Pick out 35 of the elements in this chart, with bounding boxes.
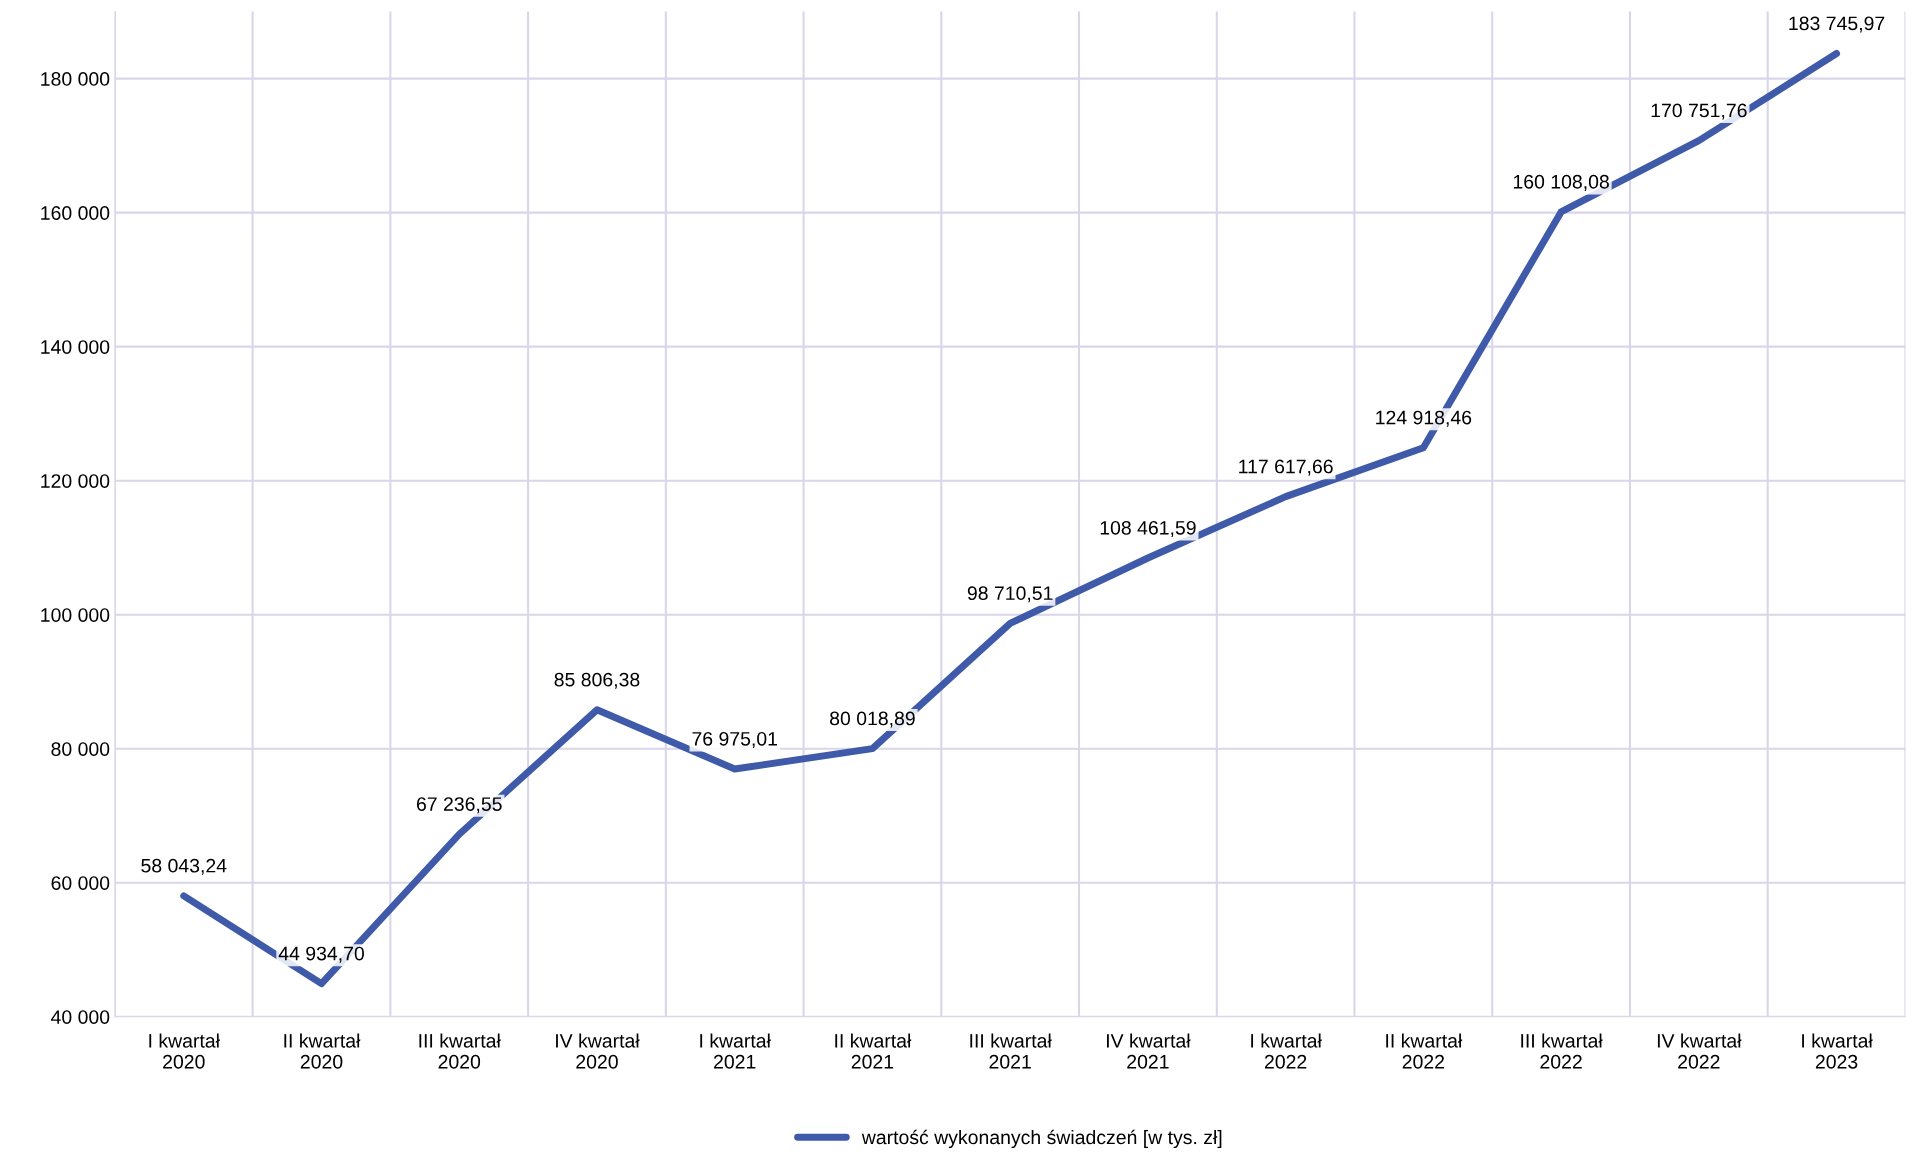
y-tick-label: 160 000: [41, 206, 110, 220]
data-label: 98 710,51: [967, 586, 1053, 603]
y-tick-label: 180 000: [41, 72, 110, 86]
y-tick-label: 120 000: [41, 474, 110, 488]
y-tick-label: 140 000: [41, 340, 110, 354]
data-label: 124 918,46: [1376, 410, 1472, 427]
y-tick-label: 80 000: [51, 742, 110, 756]
data-label: 67 236,55: [416, 797, 502, 814]
x-tick-label: I kwartał 2021: [700, 1033, 771, 1069]
legend-label: wartość wykonanych świadczeń [w tys. zł]: [861, 1129, 1222, 1149]
x-tick-label: III kwartał 2020: [419, 1033, 501, 1069]
data-label: 183 745,97: [1789, 16, 1885, 33]
data-label: 108 461,59: [1100, 520, 1196, 538]
y-tick-label: 100 000: [41, 608, 110, 622]
data-label: 80 018,89: [830, 711, 915, 728]
x-tick-label: II kwartał 2021: [835, 1033, 912, 1069]
x-tick-label: III kwartał 2021: [970, 1033, 1052, 1069]
data-label: 160 108,08: [1513, 174, 1609, 191]
x-tick-label: IV kwartał 2021: [1107, 1033, 1191, 1069]
x-tick-label: III kwartał 2022: [1521, 1033, 1603, 1069]
x-tick-label: IV kwartał 2022: [1657, 1033, 1742, 1069]
y-tick-label: 60 000: [51, 876, 110, 890]
data-label: 76 975,01: [692, 731, 777, 748]
data-label: 44 934,70: [278, 946, 364, 963]
y-tick-label: 40 000: [51, 1010, 110, 1024]
x-tick-label: I kwartał 2022: [1251, 1033, 1322, 1069]
data-label: 58 043,24: [141, 858, 227, 875]
x-tick-label: I kwartał 2023: [1802, 1033, 1873, 1069]
x-tick-label: II kwartał 2022: [1386, 1033, 1463, 1069]
data-label: 85 806,38: [554, 672, 640, 689]
x-tick-label: IV kwartał 2020: [556, 1033, 640, 1069]
data-label: 170 751,76: [1651, 103, 1747, 120]
x-tick-label: I kwartał 2020: [149, 1033, 220, 1069]
x-tick-label: II kwartał 2020: [284, 1033, 361, 1069]
data-label: 117 617,66: [1239, 459, 1333, 476]
